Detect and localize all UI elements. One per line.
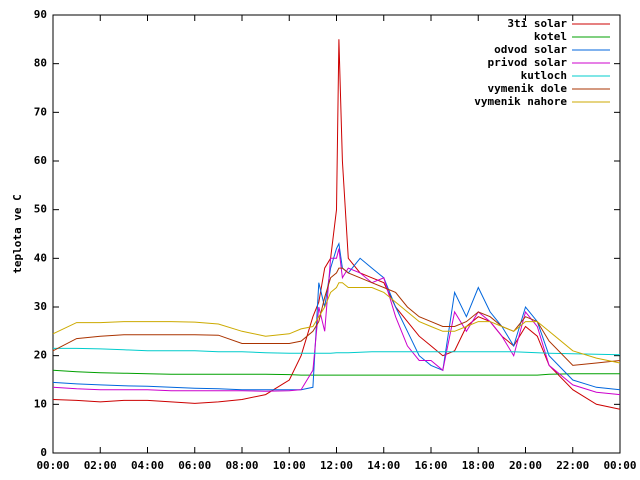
x-tick-label: 12:00 xyxy=(320,459,353,472)
series-line xyxy=(53,347,621,356)
y-tick-label: 90 xyxy=(34,8,47,21)
x-tick-label: 04:00 xyxy=(131,459,164,472)
y-tick-label: 10 xyxy=(34,397,47,410)
legend-label: vymenik nahore xyxy=(474,95,567,108)
x-tick-label: 00:00 xyxy=(36,459,69,472)
legend-label: kotel xyxy=(534,30,567,43)
x-tick-label: 18:00 xyxy=(462,459,495,472)
x-tick-label: 22:00 xyxy=(556,459,589,472)
y-tick-label: 50 xyxy=(34,203,47,216)
y-tick-label: 80 xyxy=(34,57,47,70)
y-tick-label: 60 xyxy=(34,154,47,167)
series-line xyxy=(52,369,620,376)
x-tick-label: 00:00 xyxy=(603,459,636,472)
legend-label: privod solar xyxy=(488,56,568,69)
y-tick-label: 30 xyxy=(34,300,47,313)
y-tick-label: 40 xyxy=(34,251,47,264)
x-tick-label: 20:00 xyxy=(509,459,542,472)
series-line xyxy=(52,282,621,364)
legend-label: 3ti solar xyxy=(507,17,567,30)
y-tick-label: 20 xyxy=(34,349,47,362)
x-tick-label: 02:00 xyxy=(84,459,117,472)
x-tick-label: 16:00 xyxy=(414,459,447,472)
x-tick-label: 14:00 xyxy=(367,459,400,472)
legend-label: odvod solar xyxy=(494,43,567,56)
series-line xyxy=(52,242,621,391)
y-tick-label: 70 xyxy=(34,105,47,118)
y-tick-label: 0 xyxy=(40,446,47,459)
x-tick-label: 06:00 xyxy=(178,459,211,472)
legend-label: kutloch xyxy=(521,69,567,82)
x-tick-label: 10:00 xyxy=(273,459,306,472)
x-tick-label: 08:00 xyxy=(225,459,258,472)
legend-label: vymenik dole xyxy=(488,82,568,95)
y-axis-label: teplota ve C xyxy=(11,194,24,273)
series-line xyxy=(52,248,621,396)
